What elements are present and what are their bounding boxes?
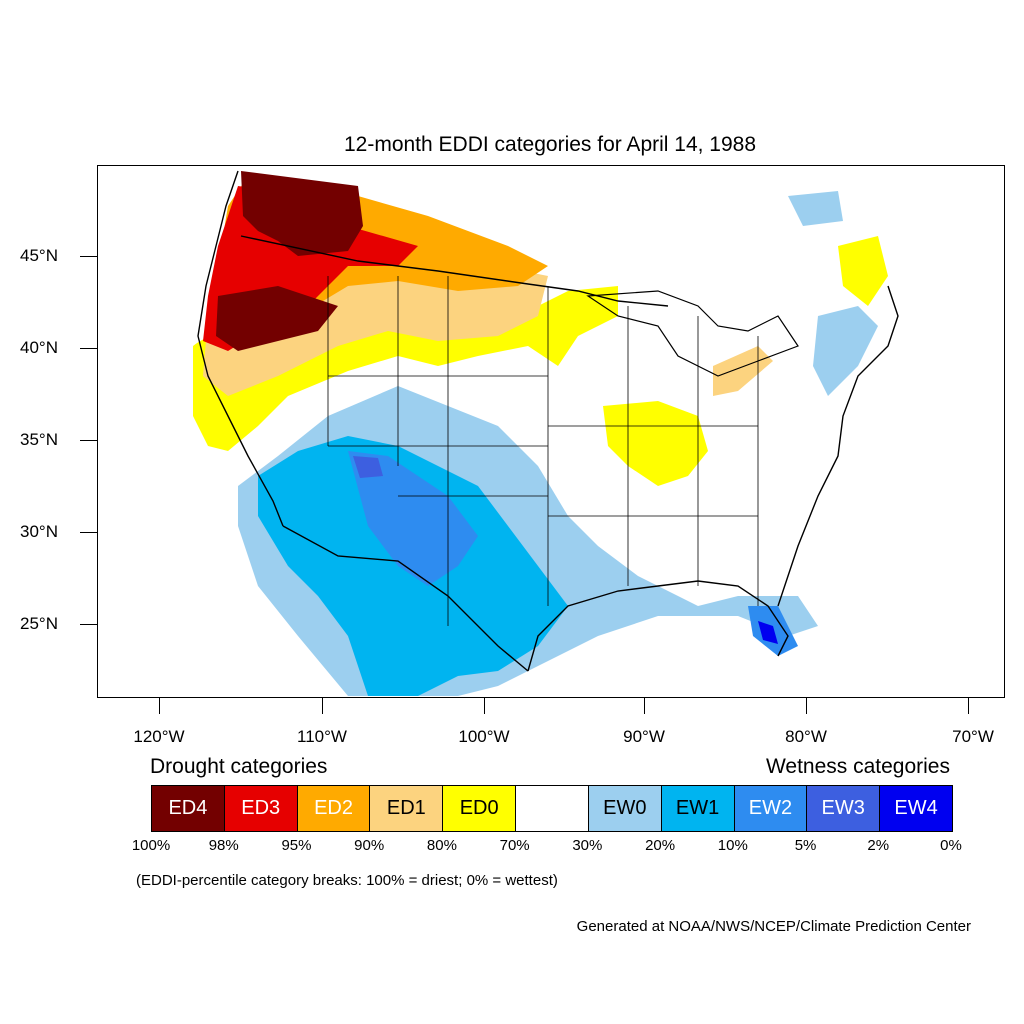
lon-tick <box>806 697 807 714</box>
legend-box-neutral <box>516 786 589 831</box>
map-title: 12-month EDDI categories for April 14, 1… <box>343 133 757 156</box>
percentile-label: 2% <box>867 837 890 854</box>
ed0-area-midwest <box>603 401 708 486</box>
wetness-legend-heading: Wetness categories <box>765 755 950 778</box>
percentile-label: 70% <box>499 837 530 854</box>
lon-label-100: 100°W <box>458 727 510 746</box>
legend-box-ew2: EW2 <box>734 786 808 831</box>
lat-label-35: 35°N <box>20 430 58 449</box>
lon-label-110: 110°W <box>297 727 347 746</box>
lat-label-30: 30°N <box>20 522 58 541</box>
percentile-label: 98% <box>208 837 239 854</box>
drought-legend-heading: Drought categories <box>150 755 328 778</box>
state-lines <box>327 276 759 626</box>
ed0-area-east <box>838 236 888 306</box>
lon-label-70: 70°W <box>952 727 994 746</box>
gulf-coastline <box>527 580 789 672</box>
percentile-label: 5% <box>794 837 817 854</box>
eddi-map <box>193 170 899 696</box>
legend-box-ew4: EW4 <box>880 786 952 831</box>
legend-box-ed2: ED2 <box>297 786 371 831</box>
lon-tick <box>159 697 160 714</box>
percentile-label: 0% <box>940 837 962 854</box>
lon-tick <box>322 697 323 714</box>
us-mexico-border <box>282 525 529 672</box>
lat-label-25: 25°N <box>20 614 58 633</box>
percentile-label: 95% <box>281 837 312 854</box>
ed1-area-ohio <box>713 346 773 396</box>
ew3-area <box>353 456 383 478</box>
legend-box-ed4: ED4 <box>152 786 225 831</box>
lat-tick <box>80 348 97 349</box>
lat-label-40: 40°N <box>20 338 58 357</box>
legend-box-ed0: ED0 <box>443 786 517 831</box>
lat-tick <box>80 624 97 625</box>
east-coastline <box>777 285 899 607</box>
boundaries <box>197 170 899 672</box>
lon-label-90: 90°W <box>623 727 665 746</box>
ed4-area <box>241 171 363 256</box>
percentile-label: 30% <box>572 837 603 854</box>
ew4-area <box>758 621 778 644</box>
west-coastline <box>197 170 284 527</box>
legend-box-ew0: EW0 <box>588 786 662 831</box>
drought-region <box>193 171 888 486</box>
lon-tick <box>968 697 969 714</box>
category-color-bar: ED4 ED3 ED2 ED1 ED0 EW0 EW1 EW2 EW3 EW4 <box>151 785 953 832</box>
percentile-label: 10% <box>717 837 748 854</box>
category-note: (EDDI-percentile category breaks: 100% =… <box>136 872 558 889</box>
legend-box-ew3: EW3 <box>807 786 881 831</box>
lon-label-80: 80°W <box>785 727 827 746</box>
percentile-label: 100% <box>131 837 171 854</box>
lat-label-45: 45°N <box>20 246 58 265</box>
percentile-label: 20% <box>645 837 676 854</box>
lon-label-120: 120°W <box>133 727 185 746</box>
us-canada-border <box>240 235 669 307</box>
lat-tick <box>80 256 97 257</box>
lat-tick <box>80 532 97 533</box>
map-panel <box>97 165 1005 698</box>
ed4-area-oregon <box>216 286 338 351</box>
ew2-area <box>348 451 478 586</box>
percentile-label: 90% <box>354 837 385 854</box>
ew0-area-northeast <box>813 306 878 396</box>
legend-box-ew1: EW1 <box>661 786 735 831</box>
great-lakes <box>586 290 799 377</box>
lat-tick <box>80 440 97 441</box>
legend-box-ed1: ED1 <box>370 786 444 831</box>
legend-box-ed3: ED3 <box>224 786 298 831</box>
ew0-area-north <box>788 191 843 226</box>
wetness-region <box>238 191 878 696</box>
lon-tick <box>644 697 645 714</box>
lon-tick <box>484 697 485 714</box>
credit-line: Generated at NOAA/NWS/NCEP/Climate Predi… <box>576 918 971 935</box>
percentile-label: 80% <box>426 837 457 854</box>
